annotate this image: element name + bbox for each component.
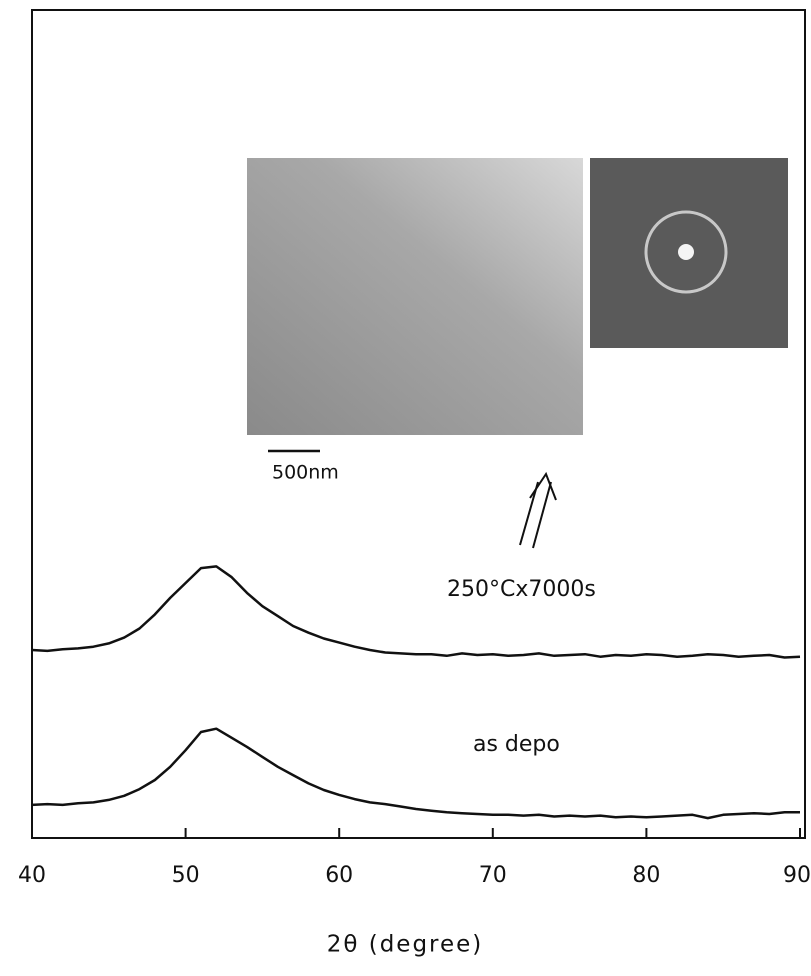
- x-tick-label: 90: [783, 863, 811, 888]
- x-axis-label: 2θ (degree): [327, 932, 484, 958]
- scale-bar-label: 500nm: [272, 462, 339, 484]
- x-tick-label: 60: [325, 863, 353, 888]
- series-label: 250°Cx7000s: [447, 577, 596, 602]
- diffraction-ring: [644, 210, 728, 294]
- arrow: [519, 471, 557, 549]
- tem-image: [247, 158, 583, 435]
- data-line: [31, 565, 801, 659]
- plot-frame: [31, 9, 806, 839]
- x-tick-label: 50: [172, 863, 200, 888]
- x-tick-label: 80: [632, 863, 660, 888]
- series-label: as depo: [473, 732, 560, 757]
- x-tick-label: 40: [18, 863, 46, 888]
- diffraction-spot: [678, 244, 694, 260]
- data-line: [31, 727, 800, 820]
- x-tick-label: 70: [479, 863, 507, 888]
